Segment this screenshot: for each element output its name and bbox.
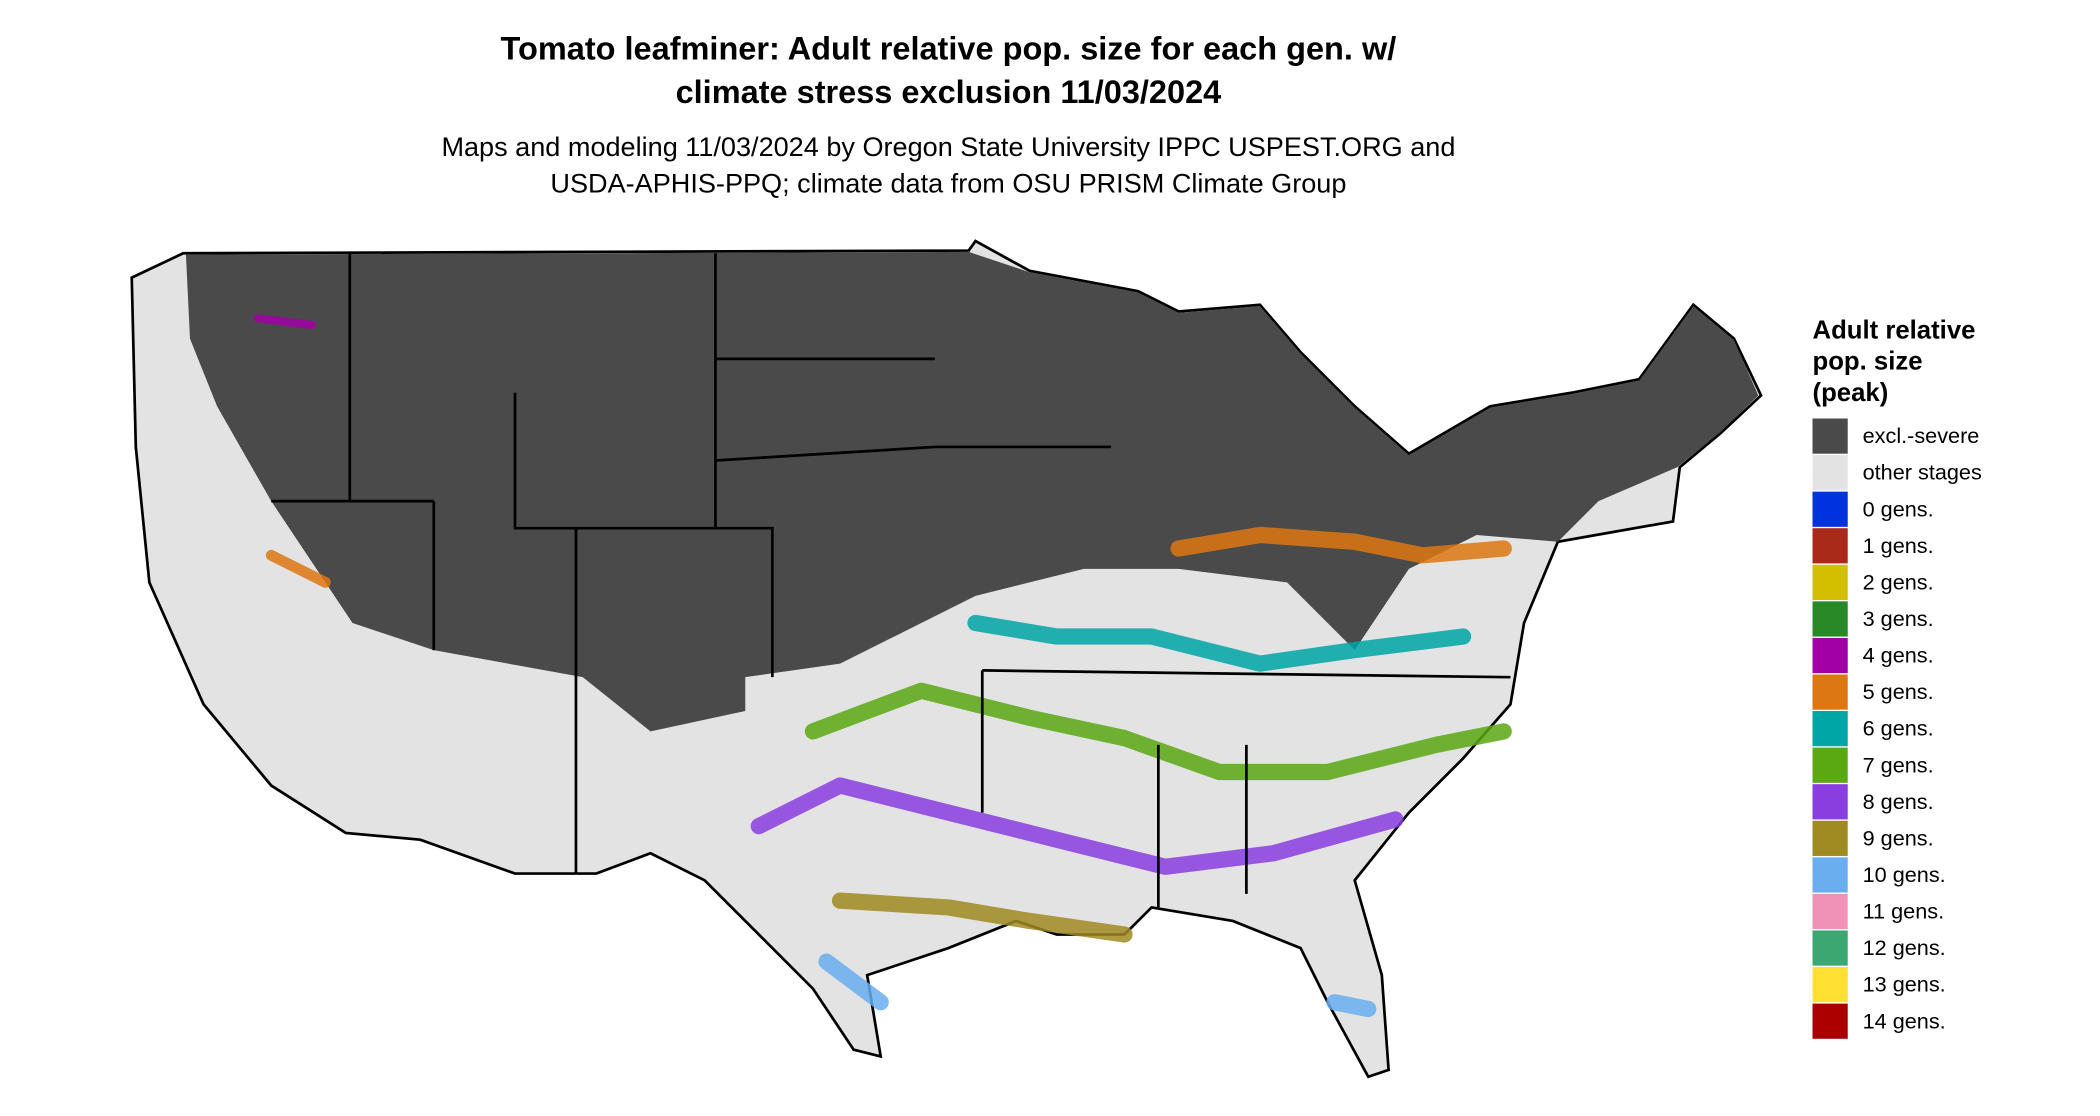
legend-swatch bbox=[1812, 711, 1848, 747]
band-9-gens bbox=[831, 892, 1133, 943]
legend-swatch bbox=[1812, 637, 1848, 674]
excluded-region bbox=[185, 251, 1759, 732]
legend-swatch bbox=[1812, 674, 1848, 710]
legend-label: 7 gens. bbox=[1863, 752, 1934, 777]
generation-bands bbox=[253, 314, 1512, 1018]
band-10-gens bbox=[818, 953, 889, 1011]
legend-label: 8 gens. bbox=[1863, 789, 1934, 814]
legend-label: 10 gens. bbox=[1863, 862, 1946, 887]
band-6-gens bbox=[967, 614, 1472, 672]
legend-swatch bbox=[1812, 601, 1848, 637]
legend-swatch bbox=[1812, 820, 1848, 856]
band-10-gens bbox=[1326, 994, 1377, 1018]
band-5-gens bbox=[1170, 526, 1512, 564]
legend-label: 3 gens. bbox=[1863, 606, 1934, 631]
legend-label: other stages bbox=[1863, 460, 1982, 485]
legend-swatch bbox=[1812, 491, 1848, 527]
band-5-gens-west bbox=[265, 549, 331, 588]
legend-label: 12 gens. bbox=[1863, 935, 1946, 960]
legend-title: Adult relative bbox=[1813, 317, 1976, 345]
legend-label: 2 gens. bbox=[1863, 569, 1934, 594]
band-4-gens bbox=[253, 314, 316, 330]
band-8-gens bbox=[750, 777, 1404, 875]
map bbox=[130, 239, 1763, 1079]
legend-label: 4 gens. bbox=[1863, 643, 1934, 668]
legend-swatch bbox=[1812, 784, 1848, 820]
legend-swatch bbox=[1812, 747, 1848, 783]
legend-label: 11 gens. bbox=[1863, 899, 1944, 924]
legend-swatch bbox=[1812, 967, 1848, 1003]
subtitle: Maps and modeling 11/03/2024 by Oregon S… bbox=[441, 131, 1455, 162]
legend-label: 1 gens. bbox=[1863, 533, 1934, 558]
subtitle: USDA-APHIS-PPQ; climate data from OSU PR… bbox=[550, 167, 1346, 198]
legend-swatch bbox=[1812, 418, 1848, 454]
band-7-gens bbox=[804, 682, 1512, 781]
legend-swatch bbox=[1812, 528, 1848, 564]
legend-title: (peak) bbox=[1813, 379, 1889, 407]
legend-label: 0 gens. bbox=[1863, 496, 1934, 521]
title: climate stress exclusion 11/03/2024 bbox=[676, 74, 1222, 110]
legend-swatch bbox=[1812, 930, 1848, 966]
legend-swatch bbox=[1812, 893, 1848, 930]
legend-label: 13 gens. bbox=[1863, 972, 1946, 997]
legend-swatch bbox=[1812, 1003, 1848, 1039]
legend-label: 14 gens. bbox=[1863, 1008, 1946, 1033]
legend-label: 6 gens. bbox=[1863, 716, 1934, 741]
legend: Adult relative pop. size (peak) excl.-se… bbox=[1812, 317, 1982, 1039]
legend-swatch bbox=[1812, 564, 1848, 600]
state-borders bbox=[271, 253, 1511, 908]
legend-label: 5 gens. bbox=[1863, 679, 1934, 704]
legend-swatch bbox=[1812, 455, 1848, 491]
legend-label: 9 gens. bbox=[1863, 825, 1934, 850]
legend-swatch bbox=[1812, 857, 1848, 893]
legend-label: excl.-severe bbox=[1863, 423, 1980, 448]
legend-title: pop. size bbox=[1813, 348, 1923, 376]
title: Tomato leafminer: Adult relative pop. si… bbox=[501, 31, 1397, 67]
